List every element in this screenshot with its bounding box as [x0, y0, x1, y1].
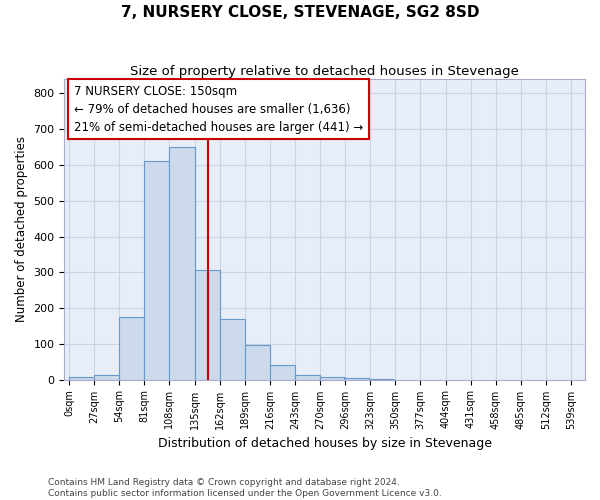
Bar	[119, 317, 145, 380]
Bar	[94, 375, 119, 380]
Text: 7 NURSERY CLOSE: 150sqm
← 79% of detached houses are smaller (1,636)
21% of semi: 7 NURSERY CLOSE: 150sqm ← 79% of detache…	[74, 84, 363, 134]
Text: Contains HM Land Registry data © Crown copyright and database right 2024.
Contai: Contains HM Land Registry data © Crown c…	[48, 478, 442, 498]
Bar	[295, 375, 320, 380]
X-axis label: Distribution of detached houses by size in Stevenage: Distribution of detached houses by size …	[158, 437, 492, 450]
Title: Size of property relative to detached houses in Stevenage: Size of property relative to detached ho…	[130, 65, 519, 78]
Bar	[220, 319, 245, 380]
Bar	[145, 162, 169, 380]
Bar	[169, 147, 194, 380]
Y-axis label: Number of detached properties: Number of detached properties	[15, 136, 28, 322]
Bar	[344, 378, 370, 380]
Bar	[320, 376, 345, 380]
Bar	[245, 345, 270, 380]
Bar	[194, 270, 220, 380]
Bar	[270, 366, 295, 380]
Text: 7, NURSERY CLOSE, STEVENAGE, SG2 8SD: 7, NURSERY CLOSE, STEVENAGE, SG2 8SD	[121, 5, 479, 20]
Bar	[370, 379, 394, 380]
Bar	[69, 376, 94, 380]
